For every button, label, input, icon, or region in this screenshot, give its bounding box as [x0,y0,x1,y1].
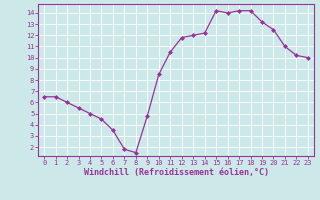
X-axis label: Windchill (Refroidissement éolien,°C): Windchill (Refroidissement éolien,°C) [84,168,268,177]
